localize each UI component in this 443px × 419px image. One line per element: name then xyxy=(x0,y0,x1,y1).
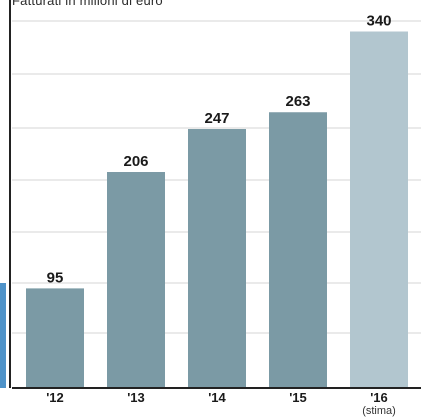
chart-title: Fatturati in milioni di euro xyxy=(12,0,163,8)
bar xyxy=(269,112,327,388)
value-label: 340 xyxy=(366,13,391,30)
bar xyxy=(26,288,84,388)
value-label: 206 xyxy=(123,153,148,170)
value-label: 247 xyxy=(204,110,229,127)
category-label: '13 xyxy=(127,390,145,405)
category-label: '16 xyxy=(370,390,388,405)
category-label: '14 xyxy=(208,390,226,405)
value-label: 263 xyxy=(285,93,310,110)
category-label: '15 xyxy=(289,390,307,405)
category-label: '12 xyxy=(46,390,64,405)
left-rule xyxy=(9,0,11,388)
category-note: (stima) xyxy=(362,405,396,417)
left-accent-bar xyxy=(0,283,6,388)
bar xyxy=(107,172,165,388)
bar xyxy=(350,31,408,388)
value-label: 95 xyxy=(47,269,64,286)
bar xyxy=(188,129,246,388)
